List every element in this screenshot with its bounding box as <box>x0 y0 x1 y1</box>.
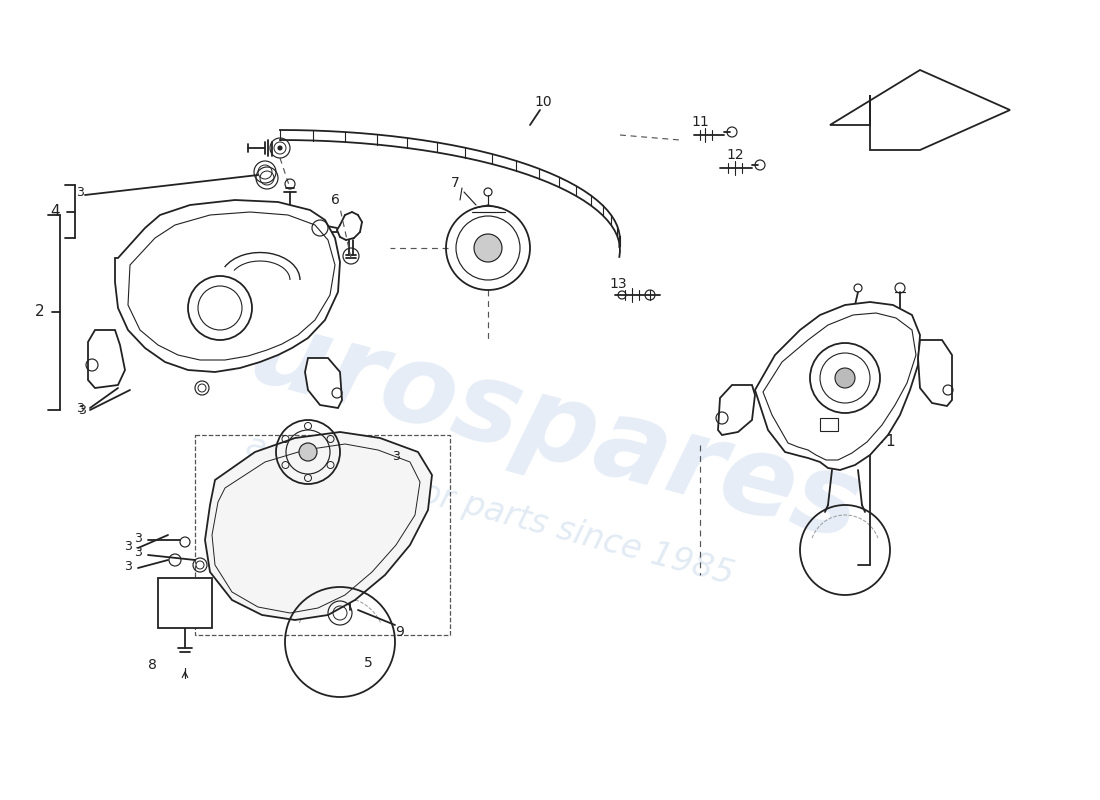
Text: 10: 10 <box>535 95 552 109</box>
Bar <box>820 418 838 431</box>
Text: 3: 3 <box>78 403 86 417</box>
Polygon shape <box>918 340 952 406</box>
Circle shape <box>299 443 317 461</box>
Polygon shape <box>830 70 1010 150</box>
Circle shape <box>474 234 502 262</box>
Text: 11: 11 <box>691 115 708 129</box>
Text: 6: 6 <box>331 193 340 207</box>
Text: 9: 9 <box>396 625 405 639</box>
Text: eurospares: eurospares <box>167 278 873 562</box>
Text: 3: 3 <box>134 546 142 559</box>
Circle shape <box>278 146 282 150</box>
Polygon shape <box>718 385 755 435</box>
Text: 8: 8 <box>147 658 156 672</box>
Text: 3: 3 <box>134 531 142 545</box>
Circle shape <box>835 368 855 388</box>
Polygon shape <box>158 578 212 628</box>
Text: 4: 4 <box>51 205 59 219</box>
Bar <box>195 435 450 635</box>
Polygon shape <box>305 358 342 408</box>
Text: 3: 3 <box>392 450 400 463</box>
Text: 3: 3 <box>124 559 132 573</box>
Text: 12: 12 <box>726 148 744 162</box>
Polygon shape <box>116 200 340 372</box>
Text: a passion for parts since 1985: a passion for parts since 1985 <box>242 429 738 591</box>
Text: 1: 1 <box>886 434 894 450</box>
Polygon shape <box>88 330 125 388</box>
Polygon shape <box>755 302 920 470</box>
Text: 3: 3 <box>76 186 84 199</box>
Text: 5: 5 <box>364 656 373 670</box>
Polygon shape <box>205 432 432 620</box>
Text: 7: 7 <box>451 176 460 190</box>
Text: 3: 3 <box>124 539 132 553</box>
Text: 2: 2 <box>35 305 45 319</box>
Text: 13: 13 <box>609 277 627 291</box>
Text: 3: 3 <box>76 402 84 414</box>
